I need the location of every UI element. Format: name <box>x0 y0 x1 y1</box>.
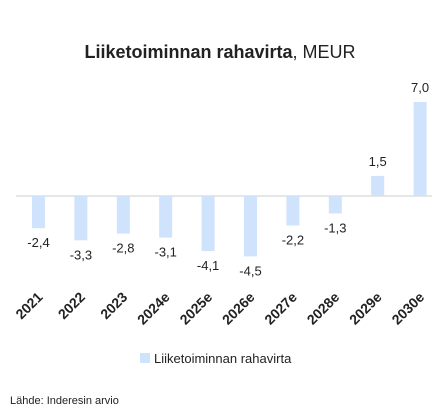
x-tick-label-2022: 2022 <box>55 289 88 322</box>
bar-2028e <box>328 196 342 214</box>
data-label-2022: -3,3 <box>70 247 92 262</box>
bar-2023 <box>116 196 130 234</box>
data-label-2026e: -4,5 <box>239 263 261 278</box>
x-tick-label-2029e: 2029e <box>346 289 385 328</box>
data-label-2024e: -3,1 <box>154 245 176 260</box>
x-tick-label-2026e: 2026e <box>219 289 258 328</box>
source-note: Lähde: Inderesin arvio <box>10 395 119 407</box>
bar-2029e <box>371 175 385 196</box>
legend-label: Liiketoiminnan rahavirta <box>154 351 292 366</box>
data-label-2028e: -1,3 <box>324 221 346 236</box>
bar-2030e <box>413 102 427 196</box>
legend: Liiketoiminnan rahavirta <box>140 351 292 366</box>
bar-2024e <box>159 196 173 238</box>
bar-2025e <box>201 196 215 252</box>
data-label-2030e: 7,0 <box>411 80 429 95</box>
bar-2021 <box>32 196 45 229</box>
chart-title-unit: , MEUR <box>293 42 356 62</box>
x-tick-label-2028e: 2028e <box>304 289 343 328</box>
x-tick-label-2021: 2021 <box>12 289 45 322</box>
data-label-2027e: -2,2 <box>282 233 304 248</box>
data-label-2025e: -4,1 <box>197 258 219 273</box>
x-axis-labels-group: 2021 2022 2023 2024e 2025e 2026e 2027e 2028e 202… <box>12 289 427 328</box>
x-tick-label-2024e: 2024e <box>134 289 173 328</box>
value-labels-group: -2,4 -3,3 -2,8 -3,1 -4,1 -4,5 -2,2 -1,3 1,5 7,0 <box>27 80 429 278</box>
x-tick-label-2027e: 2027e <box>261 289 300 328</box>
data-label-2023: -2,8 <box>112 241 134 256</box>
bar-2022 <box>74 196 88 241</box>
x-tick-label-2023: 2023 <box>97 289 130 322</box>
chart-title: Liiketoiminnan rahavirta, MEUR <box>84 42 355 62</box>
data-label-2029e: 1,5 <box>369 154 387 169</box>
bar-2027e <box>286 196 300 226</box>
legend-swatch <box>140 353 150 363</box>
bars-group <box>32 102 427 257</box>
x-tick-label-2025e: 2025e <box>176 289 215 328</box>
bar-2026e <box>244 196 257 257</box>
x-tick-label-2030e: 2030e <box>388 289 427 328</box>
chart-title-main: Liiketoiminnan rahavirta <box>84 42 293 62</box>
data-label-2021: -2,4 <box>27 235 49 250</box>
